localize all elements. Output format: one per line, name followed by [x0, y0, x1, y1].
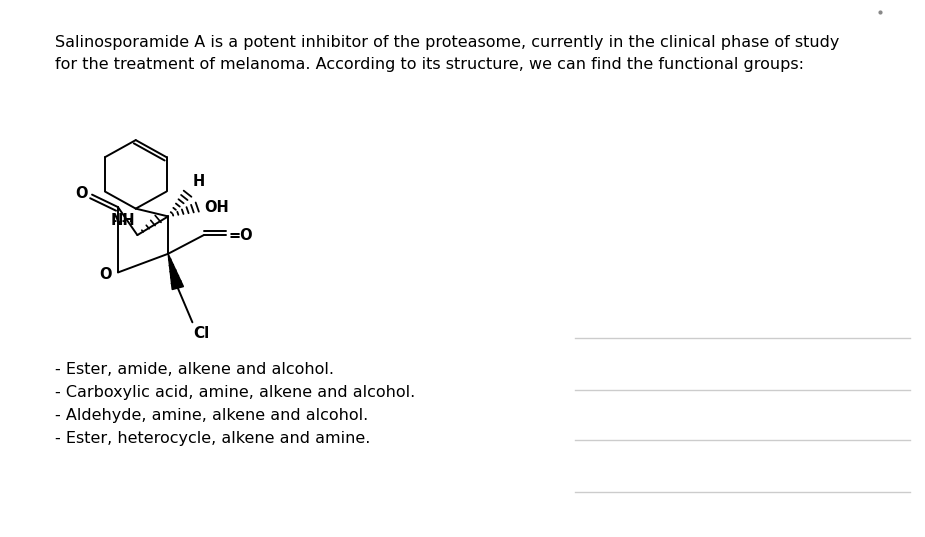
- Text: ···: ···: [112, 215, 134, 228]
- Text: Salinosporamide A is a potent inhibitor of the proteasome, currently in the clin: Salinosporamide A is a potent inhibitor …: [55, 35, 839, 71]
- Text: O: O: [76, 186, 88, 200]
- Text: Cl: Cl: [193, 326, 209, 341]
- Text: - Carboxylic acid, amine, alkene and alcohol.: - Carboxylic acid, amine, alkene and alc…: [55, 385, 415, 400]
- Text: O: O: [100, 266, 112, 281]
- Text: - Ester, heterocycle, alkene and amine.: - Ester, heterocycle, alkene and amine.: [55, 431, 370, 446]
- Text: - Aldehyde, amine, alkene and alcohol.: - Aldehyde, amine, alkene and alcohol.: [55, 408, 368, 423]
- Text: H: H: [193, 175, 205, 190]
- Text: OH: OH: [204, 200, 228, 215]
- Text: =O: =O: [228, 228, 253, 243]
- Text: NH: NH: [110, 213, 135, 228]
- Polygon shape: [168, 254, 183, 289]
- Text: - Ester, amide, alkene and alcohol.: - Ester, amide, alkene and alcohol.: [55, 362, 334, 377]
